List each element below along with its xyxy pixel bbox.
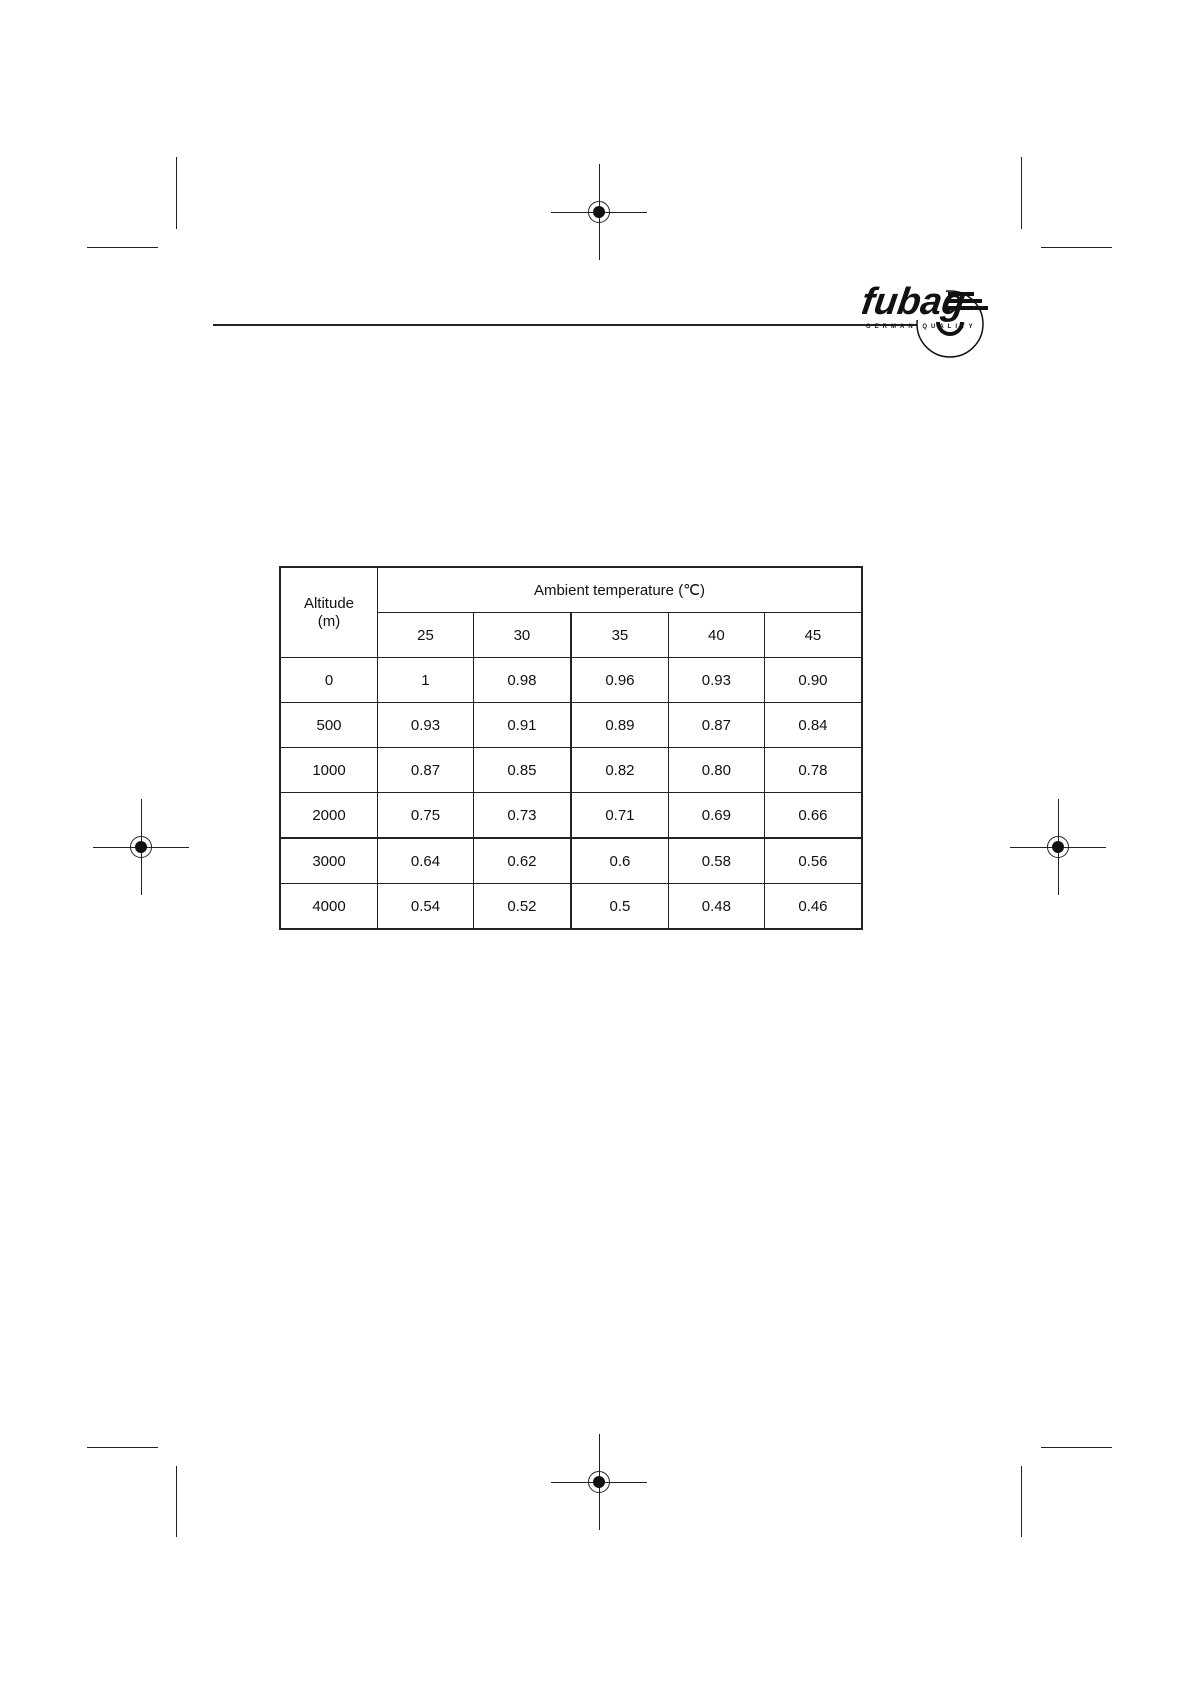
factor-cell: 0.73 [472, 792, 572, 839]
factor-cell: 0.78 [763, 747, 863, 793]
factor-cell: 0.5 [569, 883, 669, 930]
altitude-header: Altitude (m) [279, 566, 378, 658]
factor-cell: 0.91 [472, 702, 572, 748]
factor-cell: 0.93 [667, 657, 765, 703]
temp-header: 45 [763, 612, 863, 658]
factor-cell: 0.98 [472, 657, 572, 703]
altitude-cell: 2000 [279, 792, 378, 839]
crop-mark [1041, 247, 1112, 248]
factor-cell: 0.52 [472, 883, 572, 930]
crop-mark [1021, 1466, 1022, 1537]
temperature-group-header: Ambient temperature (℃) [377, 566, 863, 613]
factor-cell: 0.84 [763, 702, 863, 748]
factor-cell: 0.96 [569, 657, 669, 703]
factor-cell: 0.56 [763, 837, 863, 884]
table-row: 4000 0.54 0.52 0.5 0.48 0.46 [279, 883, 863, 930]
crop-mark [87, 1447, 158, 1448]
svg-text:GERMAN QUALITY: GERMAN QUALITY [866, 324, 977, 330]
factor-cell: 0.58 [667, 837, 765, 884]
crop-mark [176, 1466, 177, 1537]
table-row: 1000 0.87 0.85 0.82 0.80 0.78 [279, 747, 863, 793]
factor-cell: 0.62 [472, 837, 572, 884]
factor-cell: 0.71 [569, 792, 669, 839]
altitude-unit: (m) [317, 612, 341, 630]
factor-cell: 0.87 [667, 702, 765, 748]
temp-header: 35 [569, 612, 669, 658]
factor-cell: 0.90 [763, 657, 863, 703]
factor-cell: 0.85 [472, 747, 572, 793]
factor-cell: 0.93 [377, 702, 474, 748]
factor-cell: 0.66 [763, 792, 863, 839]
factor-cell: 0.54 [377, 883, 474, 930]
factor-cell: 0.64 [377, 837, 474, 884]
factor-cell: 0.89 [569, 702, 669, 748]
factor-cell: 0.46 [763, 883, 863, 930]
fubag-logo: fubag GERMAN QUALITY [862, 280, 988, 358]
derating-table: Altitude (m) Ambient temperature (℃) 25 3… [279, 566, 863, 930]
factor-cell: 0.69 [667, 792, 765, 839]
factor-cell: 1 [377, 657, 474, 703]
factor-cell: 0.48 [667, 883, 765, 930]
altitude-cell: 4000 [279, 883, 378, 930]
factor-cell: 0.82 [569, 747, 669, 793]
table-row: 0 1 0.98 0.96 0.93 0.90 [279, 657, 863, 703]
temp-header: 40 [667, 612, 765, 658]
crop-mark [1041, 1447, 1112, 1448]
altitude-cell: 0 [279, 657, 378, 703]
header-rule [213, 324, 925, 326]
factor-cell: 0.87 [377, 747, 474, 793]
temp-header: 25 [377, 612, 474, 658]
altitude-cell: 500 [279, 702, 378, 748]
altitude-label: Altitude [303, 594, 355, 612]
table-row: 2000 0.75 0.73 0.71 0.69 0.66 [279, 792, 863, 839]
factor-cell: 0.75 [377, 792, 474, 839]
altitude-cell: 1000 [279, 747, 378, 793]
table-row: 3000 0.64 0.62 0.6 0.58 0.56 [279, 837, 863, 884]
crop-mark [1021, 157, 1022, 229]
crop-mark [87, 247, 158, 248]
temp-header: 30 [472, 612, 572, 658]
factor-cell: 0.80 [667, 747, 765, 793]
factor-cell: 0.6 [569, 837, 669, 884]
table-row: 500 0.93 0.91 0.89 0.87 0.84 [279, 702, 863, 748]
altitude-cell: 3000 [279, 837, 378, 884]
crop-mark [176, 157, 177, 229]
